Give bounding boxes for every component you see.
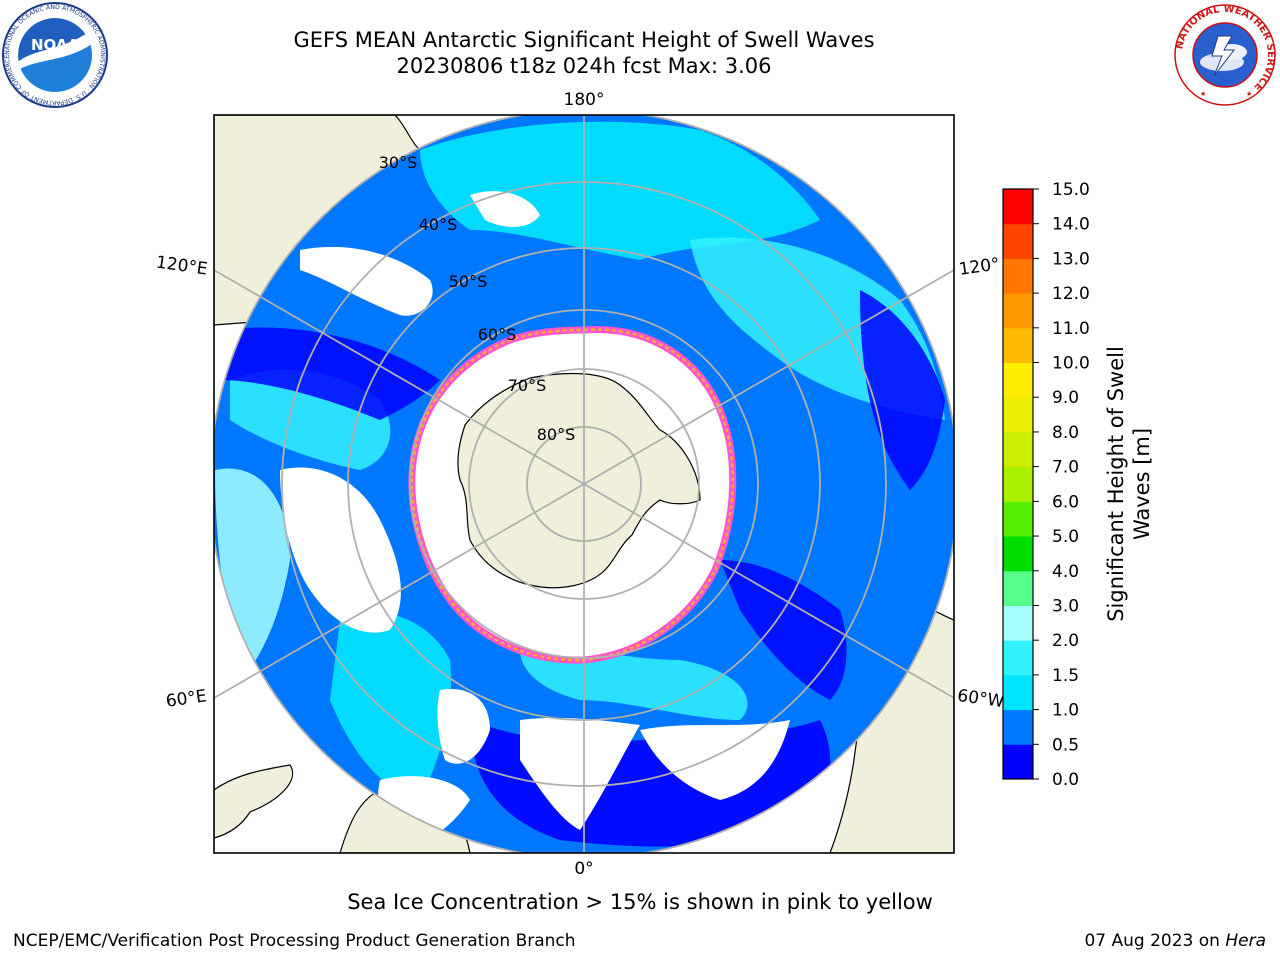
colorbar-tick-label: 11.0 [1052, 319, 1090, 339]
colorbar-cells [1003, 189, 1033, 780]
noaa-logo-text: NOAA [31, 36, 80, 54]
colorbar-label-line2: Waves [m] [1130, 428, 1154, 540]
svg-text:★: ★ [1246, 90, 1252, 98]
colorbar-tick-label: 12.0 [1052, 284, 1090, 304]
colorbar-tick-label: 10.0 [1052, 354, 1090, 374]
colorbar-cell [1003, 605, 1033, 641]
footer-date: 07 Aug 2023 on Hera [1084, 931, 1266, 951]
map-frame [213, 114, 955, 854]
lat-label-30s: 30°S [379, 153, 418, 172]
lon-label-180: 180° [564, 90, 605, 110]
colorbar-cell [1003, 674, 1033, 711]
footer-producer: NCEP/EMC/Verification Post Processing Pr… [13, 931, 576, 951]
colorbar-tick-label: 13.0 [1052, 249, 1090, 269]
noaa-logo: NATIONAL OCEANIC AND ATMOSPHERIC ADMINIS… [2, 2, 108, 108]
colorbar-cell [1003, 466, 1033, 502]
map-subtitle-run: 20230806 t18z 024h fcst Max: 3.06 [396, 54, 772, 78]
colorbar-tick-label: 2.0 [1052, 631, 1079, 651]
colorbar-tick-label: 7.0 [1052, 458, 1079, 478]
colorbar-cell [1003, 536, 1033, 572]
colorbar-cell [1003, 570, 1033, 606]
colorbar-cell [1003, 258, 1033, 294]
colorbar-tick-label: 0.5 [1052, 735, 1079, 755]
colorbar-tick-label: 15.0 [1052, 180, 1090, 200]
nws-logo: NATIONAL WEATHER SERVICE ★ ★ [1174, 4, 1276, 106]
colorbar-cell [1003, 501, 1033, 537]
colorbar-cell [1003, 744, 1033, 780]
colorbar-tick-label: 0.0 [1052, 770, 1079, 790]
colorbar-label-line1: Significant Height of Swell [1104, 346, 1128, 622]
colorbar-tick-label: 5.0 [1052, 527, 1079, 547]
colorbar-cell [1003, 293, 1033, 329]
graticule [214, 115, 954, 853]
colorbar-tick-label: 6.0 [1052, 492, 1079, 512]
lon-label-0: 0° [574, 859, 593, 879]
colorbar-cell [1003, 362, 1033, 398]
colorbar-tick-label: 4.0 [1052, 562, 1079, 582]
sea-ice-note: Sea Ice Concentration > 15% is shown in … [347, 890, 933, 914]
colorbar-cell [1003, 640, 1033, 676]
colorbar-tick-label: 1.0 [1052, 701, 1079, 721]
colorbar-tick-label: 8.0 [1052, 423, 1079, 443]
lat-label-60s: 60°S [478, 325, 517, 344]
colorbar-cell [1003, 709, 1033, 745]
lat-label-70s: 70°S [508, 376, 547, 395]
map-title: GEFS MEAN Antarctic Significant Height o… [293, 28, 875, 52]
lat-label-80s: 80°S [537, 425, 576, 444]
svg-text:★: ★ [1200, 90, 1206, 98]
lat-label-50s: 50°S [449, 272, 488, 291]
colorbar-tick-label: 3.0 [1052, 596, 1079, 616]
colorbar-cell [1003, 431, 1033, 468]
colorbar-cell [1003, 397, 1033, 433]
colorbar-cell [1003, 189, 1033, 225]
colorbar-cell [1003, 327, 1033, 364]
colorbar-frame [1002, 188, 1034, 780]
colorbar-tick-label: 1.5 [1052, 666, 1079, 686]
colorbar-tick-label: 14.0 [1052, 215, 1090, 235]
lat-label-40s: 40°S [419, 215, 458, 234]
colorbar-cell [1003, 223, 1033, 259]
footer-date-text: 07 Aug 2023 on [1084, 931, 1226, 951]
footer-host: Hera [1225, 931, 1266, 951]
colorbar-tick-label: 9.0 [1052, 388, 1079, 408]
